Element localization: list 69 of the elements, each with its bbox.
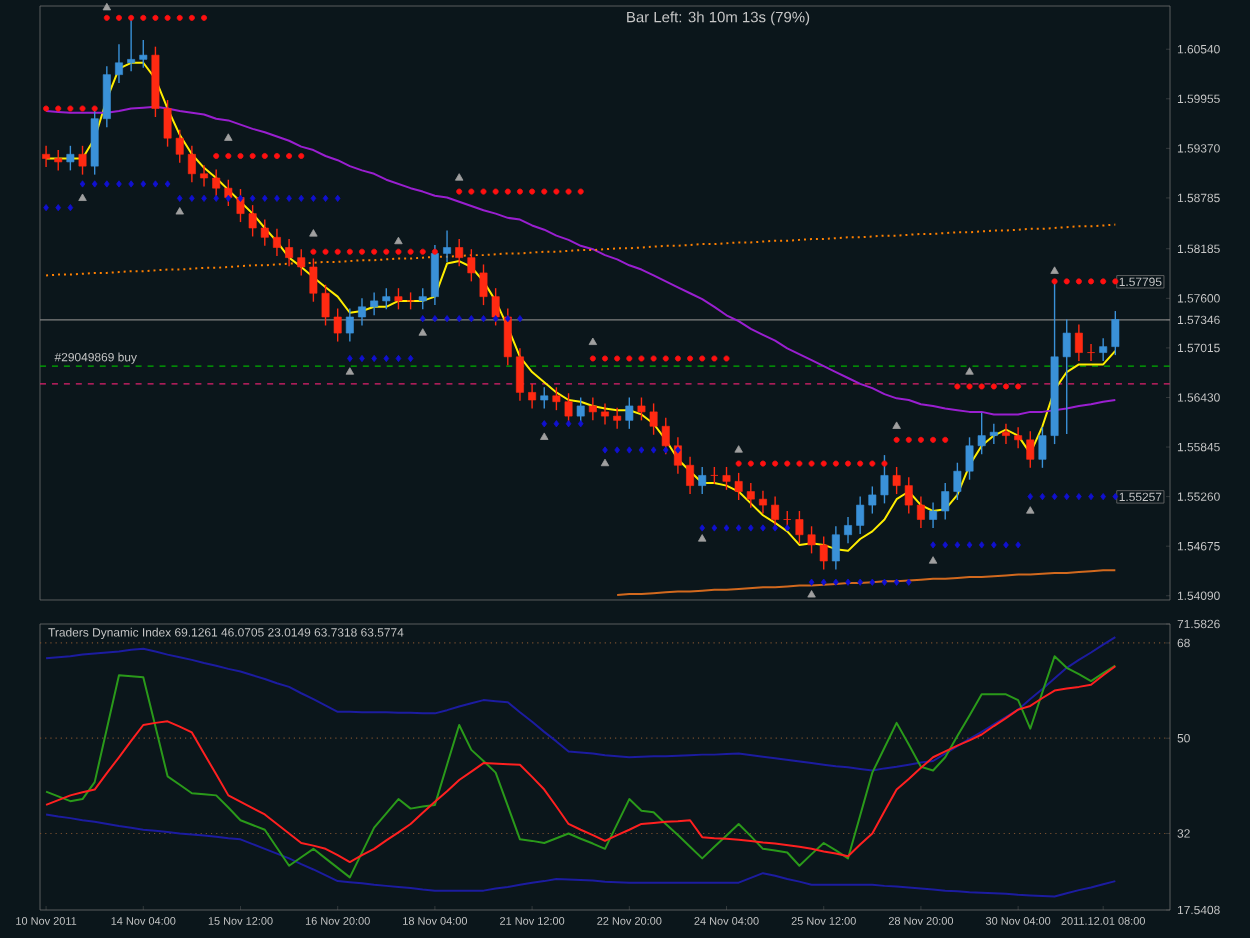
point: [540, 432, 549, 440]
point: [698, 534, 707, 542]
candlestick: [625, 396, 634, 430]
candlestick: [285, 238, 294, 267]
point: [175, 207, 184, 215]
candlestick: [394, 287, 403, 311]
candlestick: [187, 145, 196, 183]
candlestick: [127, 18, 136, 72]
point: [394, 236, 403, 245]
candlestick: [929, 501, 938, 529]
candlestick: [831, 525, 840, 571]
candlestick: [212, 168, 221, 198]
candlestick: [528, 383, 537, 410]
candlestick: [78, 145, 87, 176]
candlestick: [1002, 423, 1010, 445]
candlestick: [503, 307, 512, 366]
candlestick: [1074, 323, 1083, 362]
candlestick: [139, 39, 148, 69]
point: [309, 229, 318, 237]
point: [224, 133, 233, 141]
candlestick: [443, 229, 451, 263]
candlestick: [1014, 426, 1023, 450]
point: [807, 590, 816, 598]
candlestick: [844, 516, 852, 544]
point: [78, 193, 87, 201]
candlestick: [746, 482, 755, 509]
point: [1026, 506, 1035, 514]
candlestick: [601, 402, 609, 426]
candlestick: [916, 495, 925, 529]
candlestick: [418, 287, 427, 311]
point: [892, 421, 901, 429]
candlestick: [759, 489, 767, 515]
point: [455, 173, 464, 181]
candlestick: [771, 495, 780, 529]
candlestick: [455, 238, 464, 267]
point: [418, 328, 427, 336]
candlestick: [102, 65, 111, 128]
candlestick: [540, 386, 549, 410]
candlestick: [345, 307, 354, 343]
point: [928, 556, 938, 564]
candlestick: [1099, 337, 1108, 362]
candlestick: [272, 228, 281, 257]
point: [1050, 266, 1059, 274]
point: [588, 337, 598, 345]
candlestick: [516, 347, 524, 402]
candlestick: [1111, 310, 1120, 356]
candlestick: [430, 244, 439, 306]
candlestick: [686, 456, 694, 495]
point: [345, 367, 355, 375]
candlestick: [613, 406, 622, 430]
candlestick: [1026, 430, 1035, 469]
candlestick: [576, 396, 585, 426]
candlestick: [90, 109, 99, 176]
candlestick: [54, 149, 63, 172]
candlestick: [588, 396, 597, 422]
candlestick: [66, 145, 75, 172]
candlestick: [200, 164, 208, 188]
candlestick: [698, 466, 707, 495]
point: [965, 367, 974, 375]
candlestick: [358, 297, 366, 327]
candlestick: [382, 287, 391, 311]
candlestick: [989, 423, 998, 445]
candlestick: [370, 291, 379, 316]
candlestick: [856, 495, 865, 535]
candlestick: [115, 43, 123, 84]
point: [734, 445, 743, 453]
point: [102, 2, 112, 11]
candlestick: [42, 145, 51, 168]
point: [600, 458, 610, 467]
